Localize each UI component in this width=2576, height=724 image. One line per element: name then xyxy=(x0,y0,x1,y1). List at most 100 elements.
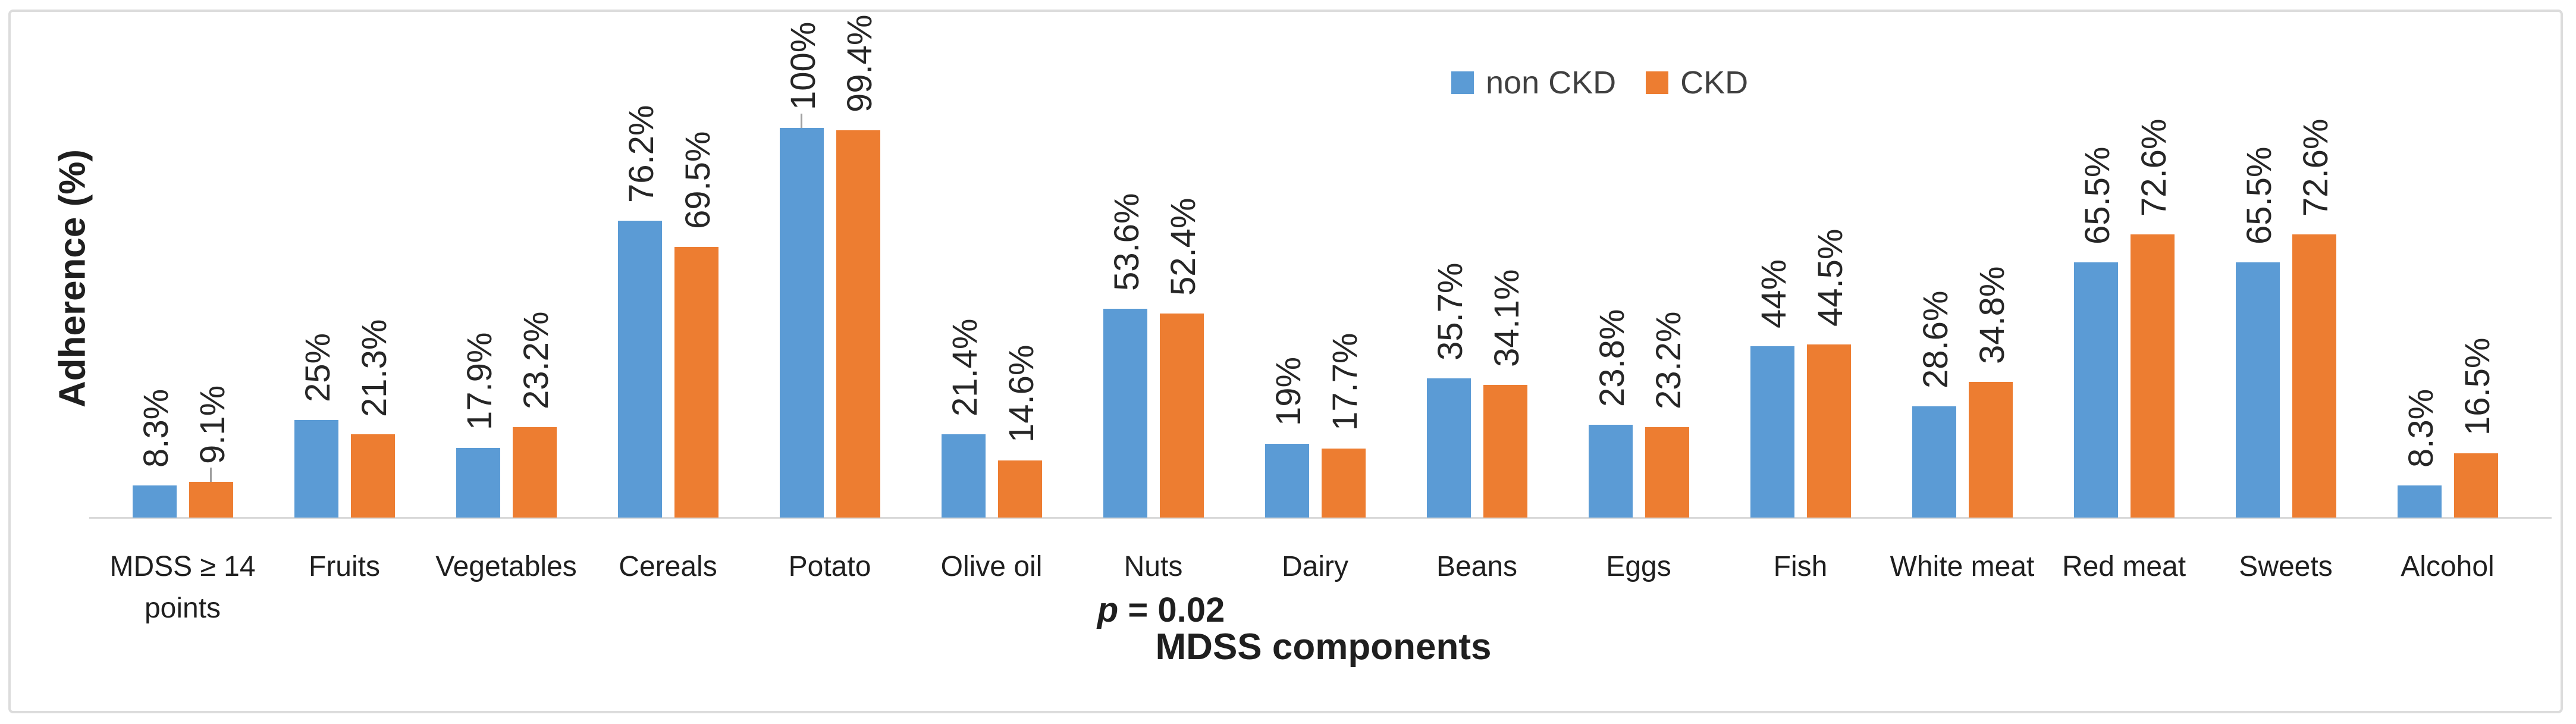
category-label: Fish xyxy=(1773,551,1828,582)
bar-non-ckd xyxy=(132,485,177,518)
bar-ckd xyxy=(1806,344,1851,518)
bar-ckd xyxy=(2292,234,2336,518)
value-label: 23.2% xyxy=(516,311,556,410)
value-label: 17.9% xyxy=(460,332,499,430)
category-label: White meat xyxy=(1890,551,2035,582)
category-label: Nuts xyxy=(1124,551,1183,582)
value-label: 19% xyxy=(1269,356,1308,426)
p-symbol: p xyxy=(1097,591,1119,629)
value-label: 35.7% xyxy=(1430,262,1470,361)
p-text: = 0.02 xyxy=(1118,591,1225,629)
category-group: MDSS ≥ 14 points 8.3% 9.1% xyxy=(102,0,263,724)
bar-ckd xyxy=(1483,384,1527,518)
category-group: Beans 35.7% 34.1% xyxy=(1396,0,1558,724)
bar-ckd xyxy=(2130,234,2175,518)
value-label: 34.1% xyxy=(1487,269,1526,367)
category-group: Nuts 53.6% 52.4% xyxy=(1072,0,1234,724)
category-label: Potato xyxy=(788,551,871,582)
bar-non-ckd xyxy=(1103,308,1147,518)
bar-ckd xyxy=(189,482,233,518)
bar-non-ckd xyxy=(1426,378,1471,518)
value-label: 44% xyxy=(1754,259,1793,328)
legend-label-non-ckd: non CKD xyxy=(1486,65,1617,101)
bar-ckd xyxy=(1645,427,1689,518)
value-label: 69.5% xyxy=(678,131,717,229)
category-group: Fruits 25% 21.3% xyxy=(263,0,425,724)
category-group: White meat 28.6% 34.8% xyxy=(1881,0,2043,724)
error-bar-tick xyxy=(801,114,802,128)
category-label: MDSS ≥ 14 points xyxy=(109,551,256,624)
value-label: 99.4% xyxy=(840,14,879,112)
value-label: 9.1% xyxy=(193,385,232,465)
bar-ckd xyxy=(2453,453,2498,518)
value-label: 23.2% xyxy=(1649,311,1688,410)
category-label: Fruits xyxy=(309,551,380,582)
bar-non-ckd xyxy=(2073,262,2118,518)
bar-non-ckd xyxy=(1912,406,1956,518)
bar-non-ckd xyxy=(1750,346,1794,518)
y-axis-title: Adherence (%) xyxy=(52,149,93,408)
p-value-annotation: p = 0.02 xyxy=(1097,590,1225,630)
x-axis-line xyxy=(89,517,2552,519)
category-label: Sweets xyxy=(2239,551,2333,582)
category-label: Alcohol xyxy=(2401,551,2495,582)
legend-swatch-non-ckd xyxy=(1451,71,1474,94)
value-label: 76.2% xyxy=(622,105,661,203)
value-label: 72.6% xyxy=(2296,119,2335,217)
plot-area: MDSS ≥ 14 points 8.3% 9.1% Fruits 25% 21.3% Ve… xyxy=(102,0,2528,724)
value-label: 52.4% xyxy=(1163,198,1203,296)
bar-non-ckd xyxy=(779,128,824,518)
bar-non-ckd xyxy=(1588,425,1633,518)
category-label: Dairy xyxy=(1281,551,1348,582)
bar-ckd xyxy=(350,434,395,518)
value-label: 17.7% xyxy=(1325,333,1364,431)
bar-non-ckd xyxy=(941,434,986,518)
value-label: 8.3% xyxy=(2401,388,2440,468)
bar-non-ckd xyxy=(456,447,500,518)
bar-ckd xyxy=(1321,449,1366,518)
value-label: 28.6% xyxy=(1916,290,1955,388)
legend-item-ckd: CKD xyxy=(1646,67,1748,99)
value-label: 23.8% xyxy=(1592,309,1631,408)
category-label: Eggs xyxy=(1606,551,1671,582)
legend-label-ckd: CKD xyxy=(1680,65,1749,101)
legend: non CKD CKD xyxy=(1451,67,1748,99)
value-label: 21.3% xyxy=(354,319,394,417)
category-group: Vegetables 17.9% 23.2% xyxy=(425,0,587,724)
category-group: Alcohol 8.3% 16.5% xyxy=(2367,0,2528,724)
category-label: Vegetables xyxy=(435,551,577,582)
error-bar-tick xyxy=(210,468,212,482)
value-label: 100% xyxy=(783,21,823,110)
category-group: Fish 44% 44.5% xyxy=(1720,0,1881,724)
bar-ckd xyxy=(512,427,557,518)
category-group: Potato 100% 99.4% xyxy=(749,0,911,724)
value-label: 34.8% xyxy=(1972,266,2012,365)
category-group: Eggs 23.8% 23.2% xyxy=(1558,0,1720,724)
legend-item-non-ckd: non CKD xyxy=(1451,67,1616,99)
category-group: Cereals 76.2% 69.5% xyxy=(587,0,749,724)
bar-ckd xyxy=(1159,313,1204,518)
category-group: Red meat 65.5% 72.6% xyxy=(2043,0,2205,724)
bar-non-ckd xyxy=(2397,485,2442,518)
bar-non-ckd xyxy=(1265,443,1309,518)
value-label: 65.5% xyxy=(2239,146,2279,245)
value-label: 44.5% xyxy=(1811,228,1850,327)
value-label: 65.5% xyxy=(2078,146,2117,245)
value-label: 8.3% xyxy=(136,388,175,468)
bar-ckd xyxy=(1968,382,2013,518)
value-label: 16.5% xyxy=(2458,337,2497,435)
bar-ckd xyxy=(836,130,880,518)
value-label: 53.6% xyxy=(1107,193,1146,291)
category-label: Cereals xyxy=(619,551,717,582)
bar-non-ckd xyxy=(2235,262,2280,518)
legend-swatch-ckd xyxy=(1646,71,1669,94)
category-label: Red meat xyxy=(2062,551,2186,582)
category-label: Beans xyxy=(1436,551,1518,582)
bar-ckd xyxy=(674,246,718,518)
bar-non-ckd xyxy=(617,220,662,518)
value-label: 25% xyxy=(298,333,337,403)
category-group: Olive oil 21.4% 14.6% xyxy=(911,0,1072,724)
bar-ckd xyxy=(997,460,1042,518)
value-label: 72.6% xyxy=(2134,119,2173,217)
